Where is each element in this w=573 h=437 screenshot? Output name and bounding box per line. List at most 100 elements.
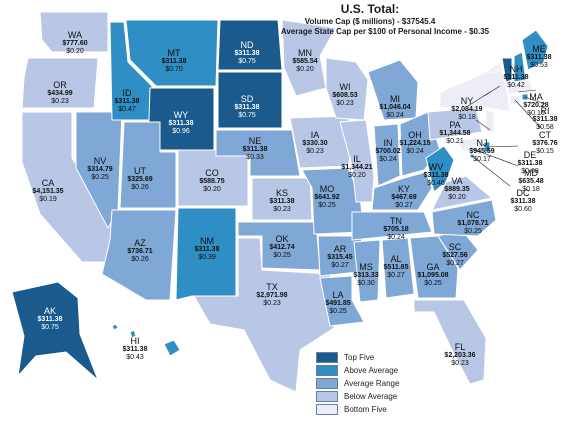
state-cap-per-100: $0.23 [263,300,281,307]
state-nc [431,199,497,237]
state-volume-cap: $720.28 [523,102,549,109]
state-az [101,209,177,301]
state-ut [119,121,177,209]
state-cap-per-100: $0.21 [446,138,464,145]
state-label-al: AL $511.85 $0.27 [384,254,409,280]
state-cap-per-100: $0.27 [331,262,349,269]
state-cap-per-100: $0.33 [246,154,264,161]
state-label-nd: ND $311.38 $0.75 [235,40,260,66]
legend-swatch [316,404,338,415]
state-mt [125,19,219,87]
state-code: AZ [134,238,146,248]
state-label-hi: HI $311.38 $0.43 [123,336,148,362]
state-tn [351,211,433,241]
state-nd [217,19,283,71]
state-cap-per-100: $0.25 [329,308,347,315]
state-volume-cap: $635.48 [518,178,544,185]
legend-label: Bottom Five [344,405,387,414]
state-vt [501,57,513,83]
state-label-nv: NV $314.79 $0.25 [87,156,112,182]
state-label-ny: NY $2,084.19 $0.18 [451,96,482,122]
state-cap-per-100: $0.42 [507,82,525,89]
state-code: WV [428,162,444,172]
state-cap-per-100: $0.46 [427,180,445,187]
state-volume-cap: $311.38 [478,60,504,67]
legend-item-top-five: Top Five [316,351,399,364]
state-cap-per-100: $0.18 [522,186,540,193]
state-volume-cap: $311.38 [234,104,260,111]
state-cap-per-100: $0.20 [348,172,366,179]
state-code: IN [383,138,393,148]
legend-swatch [316,378,338,389]
state-cap-per-100: $0.16 [527,110,545,117]
legend-label: Top Five [344,353,375,362]
state-code: RI [540,106,550,116]
state-cap-per-100: $0.24 [387,234,405,241]
state-code: NH [509,64,523,74]
leader-line [475,119,491,131]
state-volume-cap: $889.35 [444,186,470,193]
state-code: WA [67,30,83,40]
state-volume-cap: $311.38 [503,74,529,81]
state-hi [111,323,181,357]
state-code: OH [408,130,422,140]
state-label-il: IL $1,344.21 $0.20 [341,154,372,180]
state-volume-cap: $1,078.71 [457,220,489,227]
state-volume-cap: $1,344.21 [341,164,373,171]
state-label-ma: MA $720.28 $0.16 [523,92,548,118]
state-cap-per-100: $0.43 [126,354,144,361]
state-volume-cap: $700.02 [375,148,401,155]
state-nh [513,51,527,83]
state-code: UT [134,166,146,176]
state-ak [11,281,99,381]
state-code: VT [485,50,497,60]
legend-label: Above Average [344,366,399,375]
state-label-wi: WI $608.53 $0.23 [332,82,357,108]
state-cap-per-100: $0.23 [336,100,354,107]
state-volume-cap: $511.85 [383,264,409,271]
state-ks [251,177,313,221]
state-code: MA [529,92,543,102]
state-code: NM [199,236,214,246]
state-label-sc: SC $527.56 $0.27 [442,242,467,268]
state-label-co: CO $588.75 $0.20 [199,168,224,194]
state-cap-per-100: $0.23 [306,148,324,155]
legend-item-average-range: Average Range [316,377,399,390]
state-cap-per-100: $0.18 [458,114,476,121]
state-cap-per-100: $0.20 [448,194,466,201]
state-pa [427,107,483,141]
state-volume-cap: $434.99 [47,90,73,97]
state-code: MN [298,48,312,58]
state-code: DE [523,150,537,160]
state-label-ga: GA $1,095.08 $0.25 [417,262,448,288]
state-code: NY [460,96,474,106]
state-volume-cap: $325.69 [127,176,153,183]
state-label-ok: OK $412.74 $0.25 [269,234,294,260]
state-volume-cap: $527.56 [442,252,468,259]
state-code: WY [173,110,189,120]
state-volume-cap: $311.38 [526,54,552,61]
state-cap-per-100: $0.25 [91,174,109,181]
state-volume-cap: $777.60 [62,40,88,47]
state-in [373,123,401,187]
state-code: AK [43,306,57,316]
state-volume-cap: $641.92 [314,194,340,201]
leader-line [486,145,519,148]
state-wv [425,145,455,193]
state-volume-cap: $1,046.04 [379,104,411,111]
state-ma [507,79,533,95]
state-fl [413,299,487,385]
state-al [381,237,415,299]
state-cap-per-100: $0.25 [273,252,291,259]
state-cap-per-100: $0.17 [473,156,491,163]
state-cap-per-100: $0.24 [386,112,404,119]
legend: Top Five Above Average Average Range Bel… [316,351,399,416]
state-code: MI [390,94,400,104]
state-code: NE [248,136,262,146]
state-la [319,275,365,327]
state-cap-per-100: $1.00 [482,68,500,75]
state-volume-cap: $585.54 [292,58,318,65]
average-cap-per-100: Average State Cap per $100 of Personal I… [280,27,490,36]
legend-label: Below Average [344,392,398,401]
